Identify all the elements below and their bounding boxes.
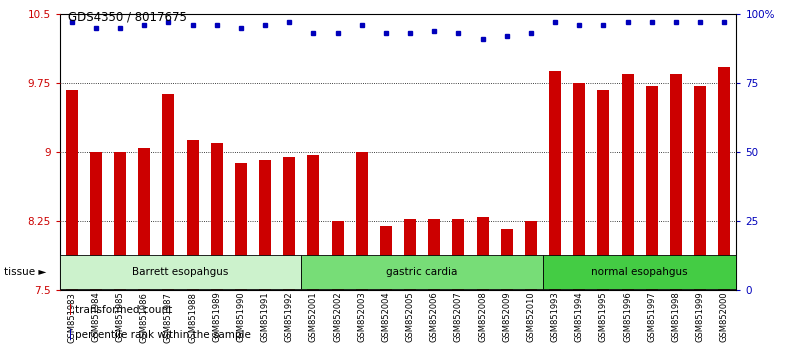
Bar — [694, 86, 706, 290]
Bar — [211, 143, 223, 290]
Text: GDS4350 / 8017675: GDS4350 / 8017675 — [68, 11, 186, 24]
Bar — [66, 90, 78, 290]
Text: percentile rank within the sample: percentile rank within the sample — [75, 330, 251, 339]
Bar — [670, 74, 682, 290]
Bar — [259, 160, 271, 290]
Bar — [235, 163, 247, 290]
Bar — [332, 221, 344, 290]
Bar — [302, 255, 543, 289]
Bar — [573, 83, 585, 290]
Bar — [283, 157, 295, 290]
Bar — [380, 226, 392, 290]
Bar — [597, 90, 610, 290]
Bar — [404, 219, 416, 290]
Bar — [114, 152, 126, 290]
Bar — [428, 219, 440, 290]
Bar — [60, 255, 302, 289]
Text: normal esopahgus: normal esopahgus — [591, 267, 688, 277]
Bar — [139, 148, 150, 290]
Bar — [646, 86, 657, 290]
Bar — [501, 229, 513, 290]
Bar — [70, 304, 72, 315]
Bar — [307, 155, 319, 290]
Bar — [70, 329, 72, 340]
Text: tissue ►: tissue ► — [4, 267, 46, 277]
Bar — [622, 74, 634, 290]
Bar — [452, 219, 464, 290]
Text: Barrett esopahgus: Barrett esopahgus — [132, 267, 228, 277]
Bar — [90, 152, 102, 290]
Bar — [186, 140, 199, 290]
Text: gastric cardia: gastric cardia — [387, 267, 458, 277]
Bar — [525, 221, 537, 290]
Bar — [162, 94, 174, 290]
Bar — [477, 217, 489, 290]
Bar — [543, 255, 736, 289]
Text: transformed count: transformed count — [75, 305, 172, 315]
Bar — [718, 67, 730, 290]
Bar — [549, 71, 561, 290]
Bar — [356, 152, 368, 290]
